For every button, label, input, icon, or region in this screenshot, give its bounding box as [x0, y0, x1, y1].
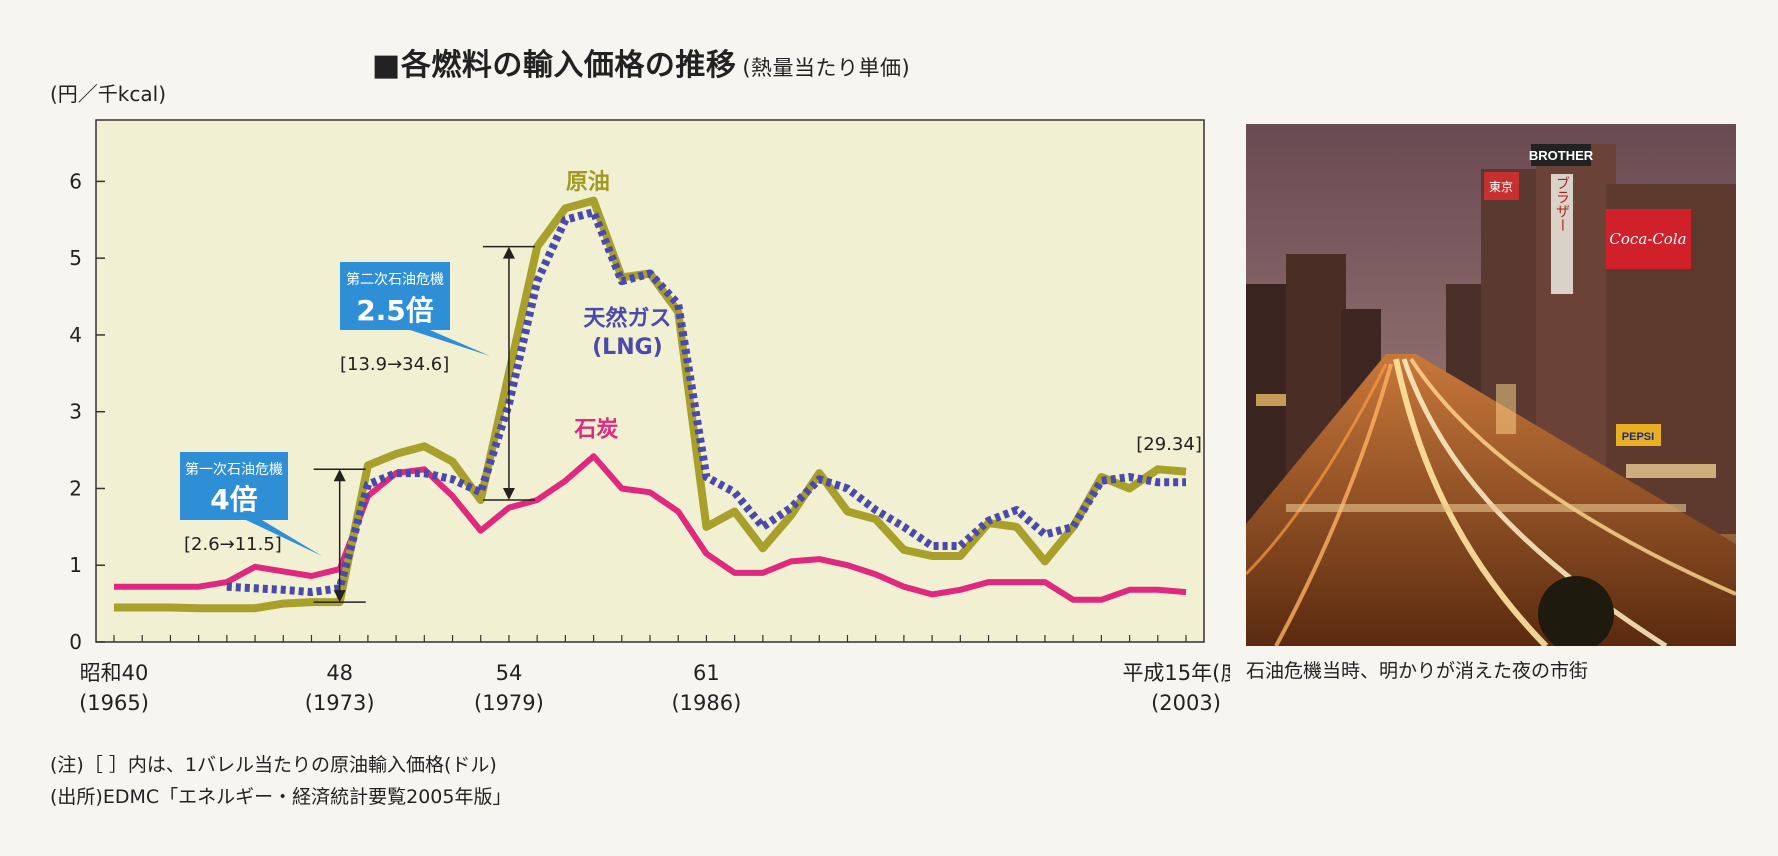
crude-oil-2003-price: [29.34] [1136, 434, 1202, 455]
x-tick-sublabel: (1979) [474, 691, 544, 715]
sign-tokyo [1484, 172, 1519, 200]
x-tick-label: 48 [326, 661, 353, 685]
oil-crisis-1-box [180, 452, 322, 556]
oil-crisis-2-value: 2.5倍 [356, 294, 434, 327]
y-tick-label: 5 [69, 246, 82, 270]
label-lng-sub: (LNG) [592, 335, 663, 360]
sign-tokyo-text: 東京 [1489, 180, 1513, 194]
oil-crisis-2-label: 第二次石油危機 [346, 271, 444, 288]
y-tick-label: 1 [69, 553, 82, 577]
sign-vertical [1551, 174, 1573, 294]
y-tick-label: 3 [69, 400, 82, 424]
source-note: (出所)EDMC「エネルギー・経済統計要覧2005年版」 [50, 786, 512, 808]
x-tick-label: 昭和40 [80, 661, 149, 685]
label-lng: 天然ガス [583, 306, 671, 332]
y-tick-label: 0 [69, 630, 82, 654]
sign-brother [1531, 144, 1591, 166]
fuel-price-chart: 0 1 2 3 4 5 6 昭和40 (1965) 48 (1973) 54 (1979) 61 (1986… [69, 119, 1230, 715]
series-lng [226, 208, 1186, 597]
y-tick-label: 2 [69, 476, 82, 500]
x-tick-label: 平成15年(度) [1122, 661, 1230, 685]
title-subtitle: (熱量当たり単価) [742, 56, 911, 80]
oil-crisis-1-label: 第一次石油危機 [185, 461, 283, 478]
sign-pepsi [1616, 424, 1661, 446]
x-tick-sublabel: (1965) [79, 691, 149, 715]
sign-pepsi-text: PEPSI [1622, 431, 1654, 443]
footnote: (注)［ ］内は、1バレル当たりの原油輸入価格(ドル) [50, 754, 497, 776]
series-coal [114, 453, 1187, 603]
oil-crisis-1-bracket-arrow-up [333, 469, 346, 482]
x-tick-label: 61 [693, 661, 720, 685]
x-tick-sublabel: (2003) [1151, 691, 1221, 715]
title-text: ■各燃料の輸入価格の推移 [372, 48, 737, 83]
x-tick-sublabel: (1986) [671, 691, 741, 715]
y-unit-label: (円／千kcal) [50, 82, 166, 106]
oil-crisis-2-box [340, 262, 490, 356]
label-coal: 石炭 [573, 416, 618, 442]
sign-vertical-text: ブラザー [1554, 176, 1570, 232]
x-tick-label: 54 [496, 661, 523, 685]
plot-area [95, 119, 1205, 643]
oil-crisis-1-bracket-arrow-down [333, 590, 346, 603]
oil-crisis-2-bracket-text: [13.9→34.6] [340, 354, 449, 375]
y-tick-label: 4 [69, 323, 82, 347]
oil-crisis-2-bracket-arrow-up [502, 246, 515, 259]
night-street-photo: BROTHER Coca-Cola PEPSI 東京 ブラザー [1244, 124, 1737, 652]
oil-crisis-1-value: 4倍 [210, 483, 257, 516]
label-crude-oil: 原油 [566, 170, 610, 195]
sign-brother-text: BROTHER [1529, 148, 1594, 163]
photo-caption: 石油危機当時、明かりが消えた夜の市街 [1246, 660, 1589, 682]
oil-crisis-2-bracket-arrow-down [502, 487, 515, 500]
sign-coca-cola [1606, 209, 1691, 269]
chart-title: ■各燃料の輸入価格の推移 (熱量当たり単価) [372, 40, 910, 84]
sign-coca-cola-text: Coca-Cola [1609, 230, 1686, 248]
oil-crisis-1-bracket-text: [2.6→11.5] [184, 534, 282, 555]
x-tick-sublabel: (1973) [305, 691, 375, 715]
y-tick-label: 6 [69, 169, 82, 193]
